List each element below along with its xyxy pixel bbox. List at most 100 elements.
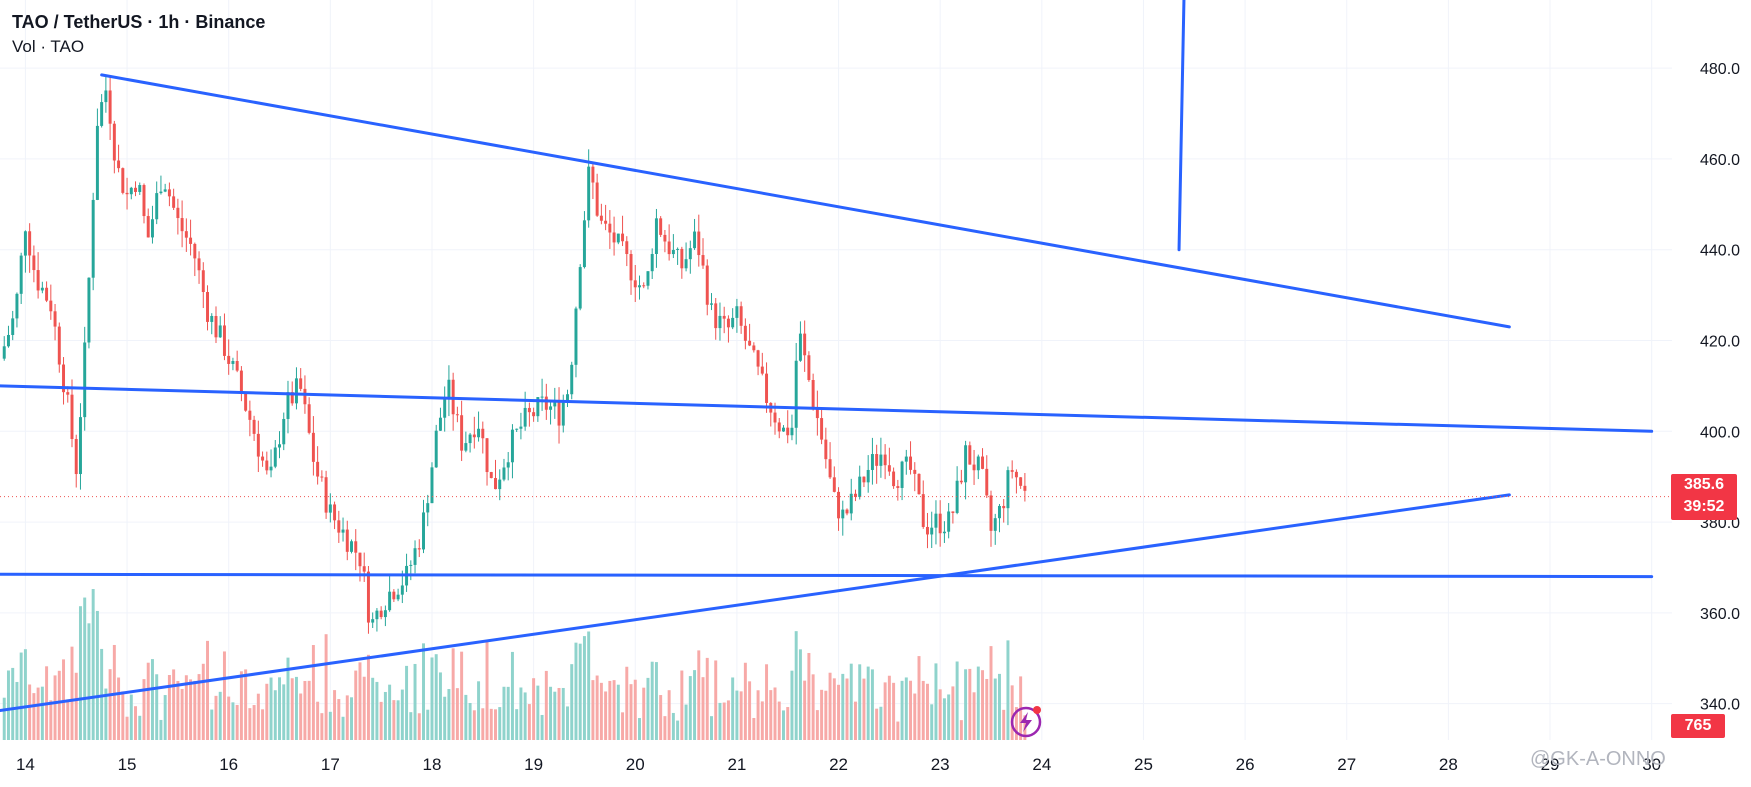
volume-bar [239,671,243,740]
candle-body [1006,470,1010,509]
x-tick-label: 16 [219,755,238,774]
candle-body [968,445,972,465]
volume-bar [1010,685,1014,740]
x-tick-label: 29 [1541,755,1560,774]
candle-body [53,311,57,327]
candle-body [19,255,23,294]
candle-body [701,255,705,266]
candle-body [45,287,49,301]
candle-body [244,393,248,411]
volume-bar [866,666,870,740]
candle-body [599,215,603,221]
candle-body [561,402,565,426]
volume-bar [32,693,36,740]
candle-body [858,476,862,497]
last-price-value: 385.6 [1683,476,1725,493]
volume-bar [921,680,925,740]
volume-bar [396,700,400,740]
candle-body [6,334,10,347]
candle-body [383,610,387,618]
candle-body [464,443,468,451]
candle-body [582,220,586,268]
candle-body [62,364,66,393]
candle-body [896,486,900,488]
candle-body [904,456,908,462]
volume-bar [811,674,815,740]
volume-bar [862,678,866,740]
candle-body [362,566,366,572]
volume-bar [743,662,747,740]
x-tick-label: 19 [524,755,543,774]
x-tick-label: 24 [1032,755,1051,774]
candle-body [468,434,472,444]
volume-bar [481,708,485,740]
volume-bar [210,709,214,740]
candle-body [515,428,519,430]
volume-bar [222,651,226,740]
volume-bar [896,721,900,740]
candle-body [942,531,946,534]
volume-bar [74,672,78,740]
candle-body [350,541,353,552]
candle-body [981,456,985,469]
volume-bar [807,652,811,740]
volume-bar [832,678,836,740]
trendlines[interactable] [0,0,1654,712]
candle-body [74,439,78,475]
candle-body [549,406,553,410]
volume-bar [638,718,641,740]
x-tick-label: 14 [16,755,35,774]
volume-bar [540,714,544,740]
trendline-vertical-marker[interactable] [1177,0,1186,252]
candle-body [837,491,841,519]
volume-bar [172,669,176,740]
candle-body [790,427,794,436]
volume-bar [328,711,332,740]
candle-body [172,196,176,208]
candle-body [739,306,743,326]
volume-bar [625,666,629,740]
volume-bar [320,713,324,740]
candle-body [947,511,951,532]
symbol-title[interactable]: TAO / TetherUS · 1h · Binance [12,12,266,32]
candle-body [985,468,989,496]
volume-bar [409,712,413,740]
candle-body [955,480,959,513]
volume-indicator-label[interactable]: Vol · TAO [12,37,85,56]
trendline-horizontal-level-upper[interactable] [0,384,1654,433]
volume-bar [53,675,57,740]
volume-bar [985,678,989,740]
volume-bar [701,677,705,740]
volume-bar [815,710,819,740]
trendline-ascending-support[interactable] [0,493,1511,712]
candle-body [485,438,489,473]
candle-body [320,476,324,478]
candle-body [83,342,87,418]
candle-body [40,287,44,291]
candle-body [180,218,184,232]
candle-body [409,564,413,566]
volume-bar [477,681,481,740]
volume-bar [553,691,557,740]
volume-bar [206,640,209,740]
candle-body [964,445,968,483]
candle-body [870,454,874,470]
y-tick-label: 400.0 [1700,424,1740,441]
volume-bar [561,687,565,740]
volume-bar [824,690,828,740]
candle-body [235,361,239,371]
x-tick-label: 25 [1134,755,1153,774]
candle-body [333,504,337,521]
trendline-horizontal-level-lower[interactable] [0,572,1654,579]
volume-bar [278,677,281,740]
candle-body [176,207,180,219]
volume-bar [909,680,913,740]
trendline-descending-resistance[interactable] [100,73,1511,329]
candle-body [248,410,252,420]
candle-body [231,361,235,364]
candle-body [375,610,379,620]
volume-bar [574,642,578,740]
lightning-icon[interactable] [1010,704,1044,738]
